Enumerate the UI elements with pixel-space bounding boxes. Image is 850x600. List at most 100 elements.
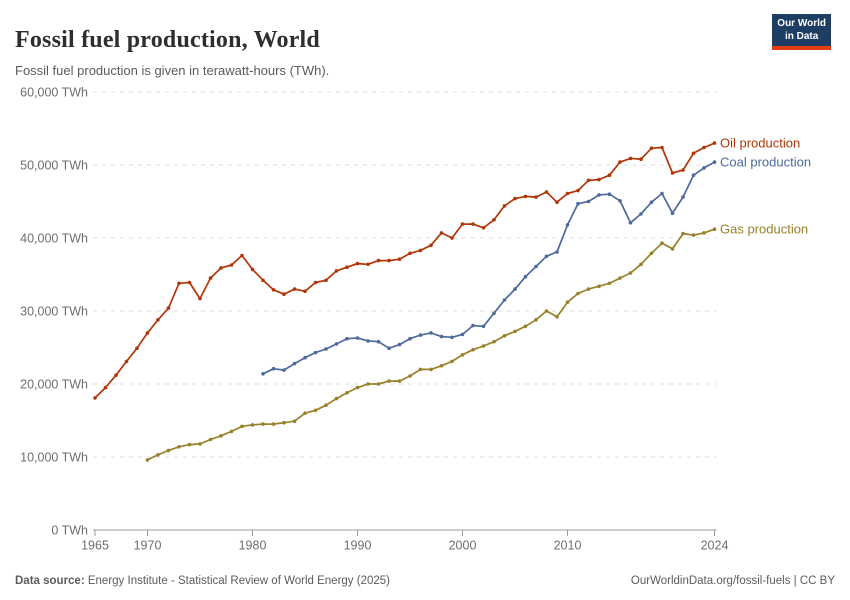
data-point-gas-production (166, 448, 171, 453)
series-label-oil-production[interactable]: Oil production (720, 136, 800, 151)
data-point-coal-production (292, 361, 297, 366)
data-point-coal-production (712, 160, 717, 164)
data-point-gas-production (639, 262, 643, 267)
data-source-text: Energy Institute - Statistical Review of… (84, 575, 390, 587)
data-point-oil-production (334, 269, 339, 273)
data-point-oil-production (408, 251, 412, 256)
data-point-oil-production (492, 218, 496, 222)
data-point-gas-production (565, 300, 570, 305)
data-point-oil-production (177, 281, 181, 286)
data-source-label: Data source: (15, 575, 85, 587)
data-point-oil-production (355, 261, 360, 266)
data-point-gas-production (513, 329, 517, 334)
data-point-oil-production (523, 194, 528, 199)
x-axis-tick-label: 1980 (239, 539, 267, 553)
data-point-oil-production (660, 145, 664, 150)
data-point-coal-production (576, 201, 580, 206)
data-point-coal-production (334, 342, 339, 346)
data-point-coal-production (492, 311, 496, 316)
data-point-gas-production (523, 324, 528, 329)
data-point-gas-production (271, 422, 276, 426)
data-point-coal-production (691, 173, 696, 177)
data-point-gas-production (418, 367, 423, 372)
x-axis-tick-label: 2000 (449, 539, 477, 553)
data-point-oil-production (366, 262, 370, 267)
y-axis-tick-label: 30,000 TWh (20, 305, 88, 319)
data-point-coal-production (534, 264, 538, 269)
data-point-oil-production (597, 177, 601, 182)
data-point-oil-production (639, 157, 643, 161)
owid-url-link[interactable]: OurWorldinData.org/fossil-fuels | CC BY (630, 575, 835, 587)
data-point-gas-production (250, 423, 255, 427)
series-label-coal-production[interactable]: Coal production (720, 155, 811, 170)
x-axis-tick-label: 1990 (344, 539, 372, 553)
owid-logo-line2: in Data (784, 30, 819, 42)
data-point-gas-production (586, 287, 591, 291)
data-point-oil-production (481, 226, 486, 230)
data-point-oil-production (156, 318, 160, 322)
data-point-coal-production (376, 339, 381, 344)
data-point-oil-production (93, 396, 97, 400)
data-point-coal-production (565, 223, 570, 227)
data-point-gas-production (376, 382, 381, 386)
data-point-gas-production (334, 396, 339, 401)
owid-logo: Our World in Data (772, 14, 831, 50)
data-point-gas-production (261, 422, 265, 426)
data-point-coal-production (586, 199, 591, 204)
data-point-coal-production (555, 250, 559, 254)
data-point-coal-production (660, 191, 664, 196)
data-point-gas-production (450, 359, 454, 364)
data-point-oil-production (702, 145, 706, 150)
chart-subtitle: Fossil fuel production is given in teraw… (15, 63, 330, 78)
data-point-gas-production (712, 227, 717, 231)
data-point-gas-production (439, 364, 444, 368)
data-point-oil-production (618, 160, 622, 164)
data-point-coal-production (355, 336, 360, 340)
x-axis-tick-label: 1970 (134, 539, 162, 553)
data-point-gas-production (481, 344, 486, 348)
data-point-coal-production (429, 331, 433, 335)
series-line-oil-production (94, 142, 716, 399)
data-point-gas-production (576, 291, 580, 296)
y-axis-tick-label: 40,000 TWh (20, 232, 88, 246)
series-label-gas-production[interactable]: Gas production (720, 222, 808, 237)
data-point-oil-production (649, 146, 654, 150)
data-point-gas-production (555, 315, 559, 319)
data-point-oil-production (187, 280, 192, 285)
data-point-coal-production (460, 332, 465, 337)
chart-footer: Data source: Energy Institute - Statisti… (0, 575, 850, 587)
data-point-oil-production (271, 288, 276, 292)
data-point-coal-production (618, 199, 622, 203)
data-point-gas-production (408, 374, 412, 378)
data-point-coal-production (471, 323, 475, 328)
data-point-oil-production (429, 243, 433, 248)
data-point-oil-production (229, 263, 234, 267)
data-point-oil-production (397, 257, 402, 262)
data-point-coal-production (439, 334, 444, 339)
data-point-coal-production (681, 195, 685, 199)
data-point-coal-production (303, 355, 307, 360)
data-point-oil-production (250, 267, 255, 272)
data-point-coal-production (481, 324, 486, 329)
data-point-oil-production (450, 236, 454, 240)
data-source-note: Data source: Energy Institute - Statisti… (15, 575, 390, 587)
data-point-coal-production (670, 211, 675, 215)
data-point-oil-production (502, 204, 507, 208)
data-point-oil-production (124, 359, 129, 364)
data-point-coal-production (408, 336, 412, 341)
data-point-gas-production (492, 339, 496, 344)
data-point-oil-production (418, 248, 423, 253)
data-point-gas-production (607, 281, 612, 286)
data-point-gas-production (460, 353, 465, 357)
data-point-oil-production (691, 151, 696, 156)
data-point-oil-production (166, 306, 171, 310)
y-axis-tick-label: 50,000 TWh (20, 159, 88, 173)
data-point-oil-production (103, 385, 108, 390)
data-point-coal-production (544, 254, 549, 259)
y-axis-tick-label: 10,000 TWh (20, 451, 88, 465)
data-point-coal-production (523, 274, 528, 279)
data-point-coal-production (418, 333, 423, 337)
series-line-coal-production (262, 161, 716, 375)
